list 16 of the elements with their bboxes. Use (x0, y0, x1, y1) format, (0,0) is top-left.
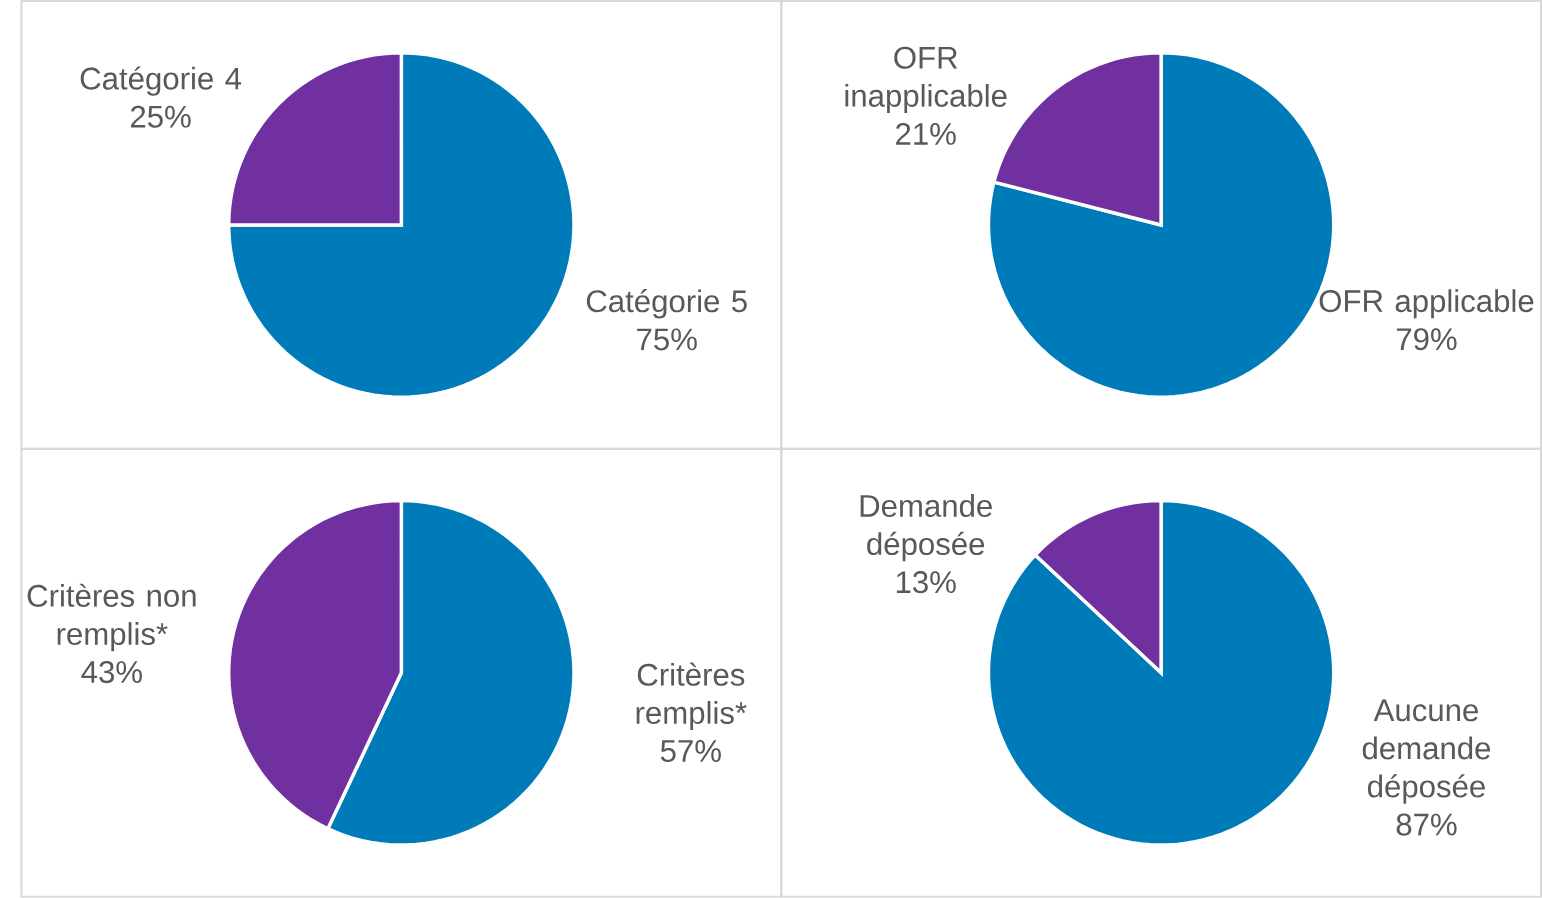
slice-label: OFR inapplicable (845, 46, 1007, 114)
slice-label: Catégorie 5 (586, 289, 747, 319)
data-label: 75% (637, 328, 697, 351)
data-label: 87% (1396, 813, 1457, 836)
slice-label: Aucune demande déposée (1362, 699, 1491, 804)
data-label: 57% (660, 740, 721, 763)
data-label: 43% (81, 661, 142, 684)
data-label: 25% (130, 105, 191, 128)
slice-label: Demande déposée (860, 494, 992, 562)
data-label: 79% (1396, 328, 1457, 351)
slice-label: Critères non remplis* (27, 583, 196, 652)
data-label: 13% (896, 571, 956, 594)
data-label: 21% (896, 122, 956, 145)
slice-label: Catégorie 4 (80, 66, 242, 96)
slice-label: OFR applicable (1319, 289, 1534, 319)
slice-label: Critères remplis* (636, 662, 747, 731)
